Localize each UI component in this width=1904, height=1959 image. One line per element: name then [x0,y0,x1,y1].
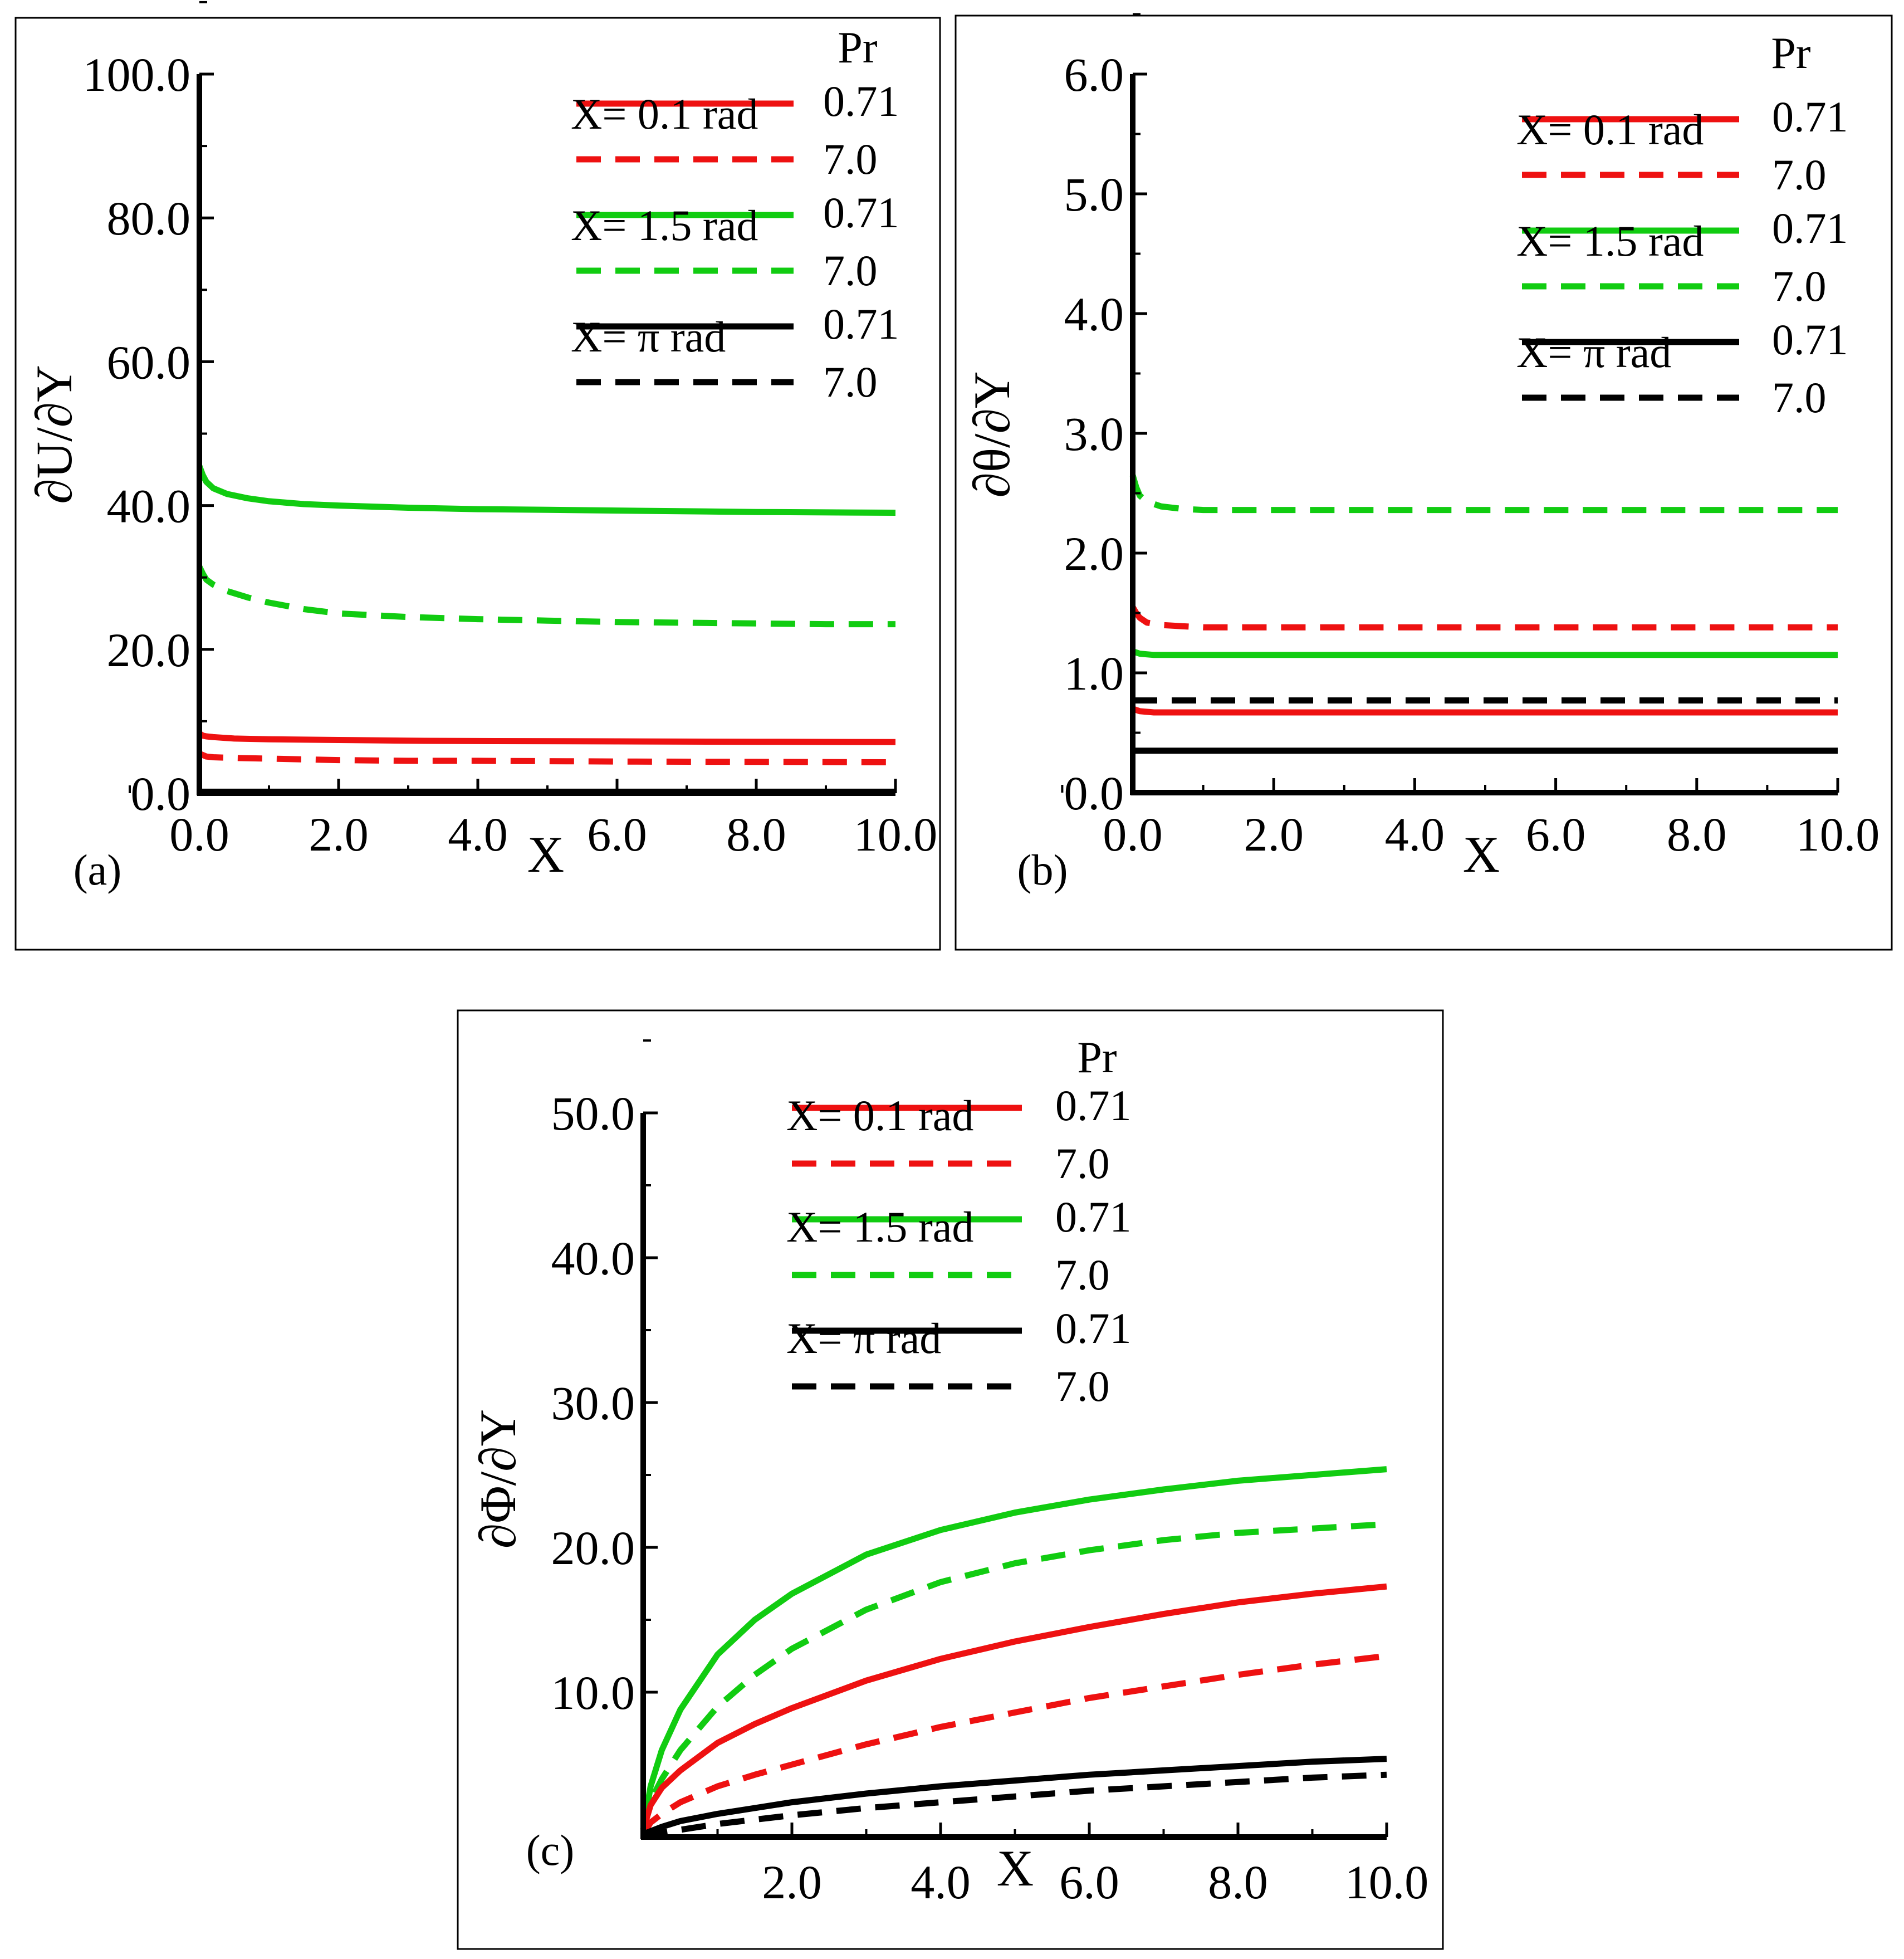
y-tick-label: 30.0 [551,1376,635,1430]
x-axis-label: X [1463,826,1500,883]
x-tick-label: 10.0 [1796,808,1880,861]
legend-value-solid: 0.71 [1055,1304,1132,1352]
legend-value-solid: 0.71 [1772,92,1848,141]
x-tick-label: 2.0 [1244,808,1304,861]
legend-value-solid: 0.71 [1055,1081,1132,1130]
x-tick-label: 8.0 [726,808,786,861]
x-tick-label: 4.0 [1385,808,1445,861]
y-tick-label: 0.0 [131,767,191,820]
chart-panel-1: 0.0 20.0 40.0 60.0 80.0 100.0 0.0 2.0 4.0 6.0 8.0 1… [14,1,941,951]
legend: Pr 0.71 7.0 X= 0.1 rad 0.71 7.0 X= 1.5 rad 0.71… [1516,29,1848,422]
panel-frame [14,17,941,951]
legend-value-solid: 0.71 [823,188,899,237]
y-tick-label: 20.0 [551,1521,635,1575]
x-tick-label: 0.0 [1103,808,1163,861]
series-line-6 [642,1771,1387,1840]
y-tick-label: 3.0 [1064,407,1124,461]
x-tick-label: 2.0 [309,808,369,861]
x-tick-label: 6.0 [1059,1855,1119,1909]
x-axis-label: X [997,1840,1034,1897]
series-line-3 [198,731,896,745]
chart-panel-3: 10.0 20.0 30.0 40.0 50.0 2.0 4.0 6.0 8.0 10.0 ∂Φ/∂… [457,1009,1444,1950]
panel-label: (c) [526,1826,575,1874]
legend-group-label: X= 1.5 rad [571,201,758,250]
legend-group-label: X= 0.1 rad [786,1091,973,1140]
series-line-3 [640,1583,1387,1831]
y-tick-label: 0.0 [1064,766,1124,820]
legend-group-label: X= π rad [571,312,726,361]
series-line-2 [197,565,895,628]
legend-group-label: X= 0.1 rad [571,90,758,138]
y-tick-label: 4.0 [1064,287,1124,341]
legend-group-label: X= 1.5 rad [1516,217,1704,265]
legend-value-solid: 0.71 [823,77,899,125]
x-tick-label: 6.0 [1526,808,1586,861]
legend-title: Pr [1077,1033,1117,1082]
legend-value-solid: 0.71 [1772,315,1848,364]
legend-value-dashed: 7.0 [823,246,878,295]
y-tick-label: 6.0 [1064,48,1124,101]
legend-value-solid: 0.71 [1772,204,1848,252]
series-line-1 [196,465,896,516]
x-tick-label: 10.0 [854,808,938,861]
series-line-1 [640,1466,1387,1830]
legend-group-label: X= 1.5 rad [786,1203,973,1251]
x-tick-label: 4.0 [911,1855,971,1909]
y-tick-label: 10.0 [551,1666,635,1719]
y-tick-label: 1.0 [1064,647,1124,700]
y-axis-label: ∂Φ/∂Y [469,1409,526,1548]
x-tick-label: 8.0 [1208,1855,1268,1909]
legend-value-dashed: 7.0 [1772,150,1827,199]
y-tick-label: 20.0 [107,623,191,677]
x-tick-label: 10.0 [1345,1855,1429,1909]
panel-frame [457,1009,1444,1950]
legend-value-dashed: 7.0 [1772,373,1827,422]
y-tick-label: 5.0 [1064,168,1124,221]
legend: Pr 0.71 7.0 X= 0.1 rad 0.71 7.0 X= 1.5 rad 0.71… [571,23,899,406]
y-axis-label: ∂θ/∂Y [963,372,1020,498]
series-line-5 [1132,706,1838,716]
legend-value-dashed: 7.0 [1055,1362,1110,1410]
series-line-1 [1129,474,1838,514]
legend-group-label: X= π rad [1516,328,1671,377]
y-axis-label: ∂U/∂Y [26,365,82,504]
x-tick-label: 4.0 [448,808,508,861]
y-tick-label: 50.0 [551,1087,635,1140]
y-tick-label: 100.0 [83,48,191,101]
x-tick-label: 0.0 [169,808,229,861]
legend-value-dashed: 7.0 [823,135,878,183]
chart-panel-2: 0.0 1.0 2.0 3.0 4.0 5.0 6.0 0.0 2.0 4.0 6.0 8.0 10.0… [955,13,1893,951]
legend-value-dashed: 7.0 [1772,262,1827,310]
legend-value-dashed: 7.0 [823,358,878,406]
y-tick-label: 40.0 [551,1232,635,1285]
legend-group-label: X= 0.1 rad [1516,105,1704,154]
series-line-5 [642,1756,1387,1837]
legend-group-label: X= π rad [786,1314,941,1362]
y-tick-label: 2.0 [1064,527,1124,580]
y-tick-label: 80.0 [107,192,191,245]
legend-value-solid: 0.71 [823,300,899,348]
legend-value-dashed: 7.0 [1055,1139,1110,1188]
x-tick-label: 8.0 [1667,808,1727,861]
panel-label: (a) [74,846,122,894]
panel-frame [955,14,1893,951]
series-line-2 [640,1521,1387,1831]
legend-value-solid: 0.71 [1055,1193,1132,1241]
series-line-4 [640,1653,1387,1836]
panel-label: (b) [1017,846,1068,894]
y-tick-label: 40.0 [107,480,191,533]
x-tick-label: 6.0 [587,808,647,861]
series-line-3 [1132,648,1838,658]
legend-title: Pr [1771,29,1810,78]
series-line-2 [1130,605,1838,631]
x-tick-label: 2.0 [762,1855,822,1909]
y-tick-label: 60.0 [107,335,191,389]
legend-value-dashed: 7.0 [1055,1250,1110,1299]
series-line-4 [198,750,896,765]
x-axis-label: X [527,826,564,883]
legend-title: Pr [838,23,877,72]
